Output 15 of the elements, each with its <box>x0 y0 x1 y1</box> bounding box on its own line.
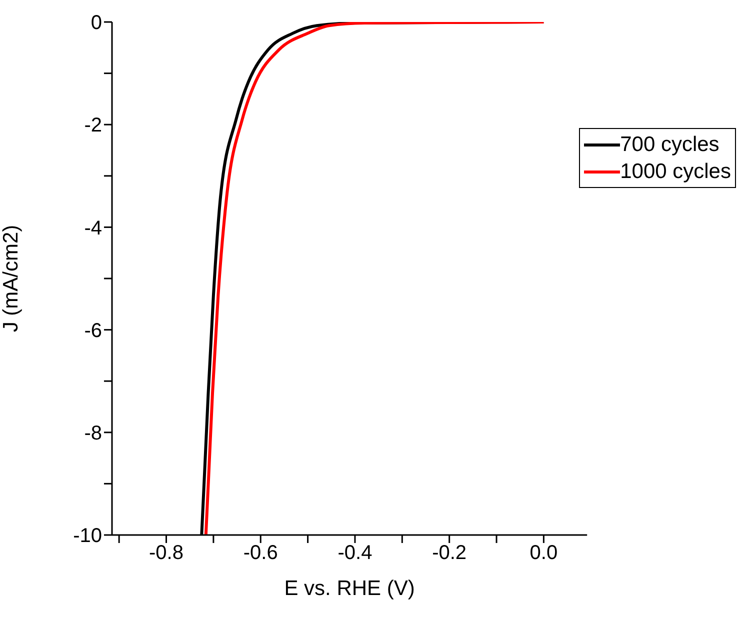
y-tick-label: -8 <box>84 422 102 444</box>
x-tick-label: -0.2 <box>432 542 467 564</box>
y-tick-label: 0 <box>90 12 102 34</box>
y-axis-title: J (mA/cm2) <box>0 224 22 332</box>
legend-label: 1000 cycles <box>620 159 731 185</box>
x-tick-label: -0.8 <box>149 542 184 564</box>
x-tick-label: -0.4 <box>338 542 372 564</box>
legend-label: 700 cycles <box>620 132 720 158</box>
x-tick-label: -0.6 <box>243 542 278 564</box>
y-tick-label: -6 <box>84 320 102 342</box>
y-tick-label: -10 <box>73 525 102 548</box>
x-axis-title: E vs. RHE (V) <box>284 577 415 600</box>
y-tick-label: -4 <box>84 217 102 240</box>
x-tick-label: 0.0 <box>530 542 558 564</box>
y-tick-label: -2 <box>84 114 102 137</box>
